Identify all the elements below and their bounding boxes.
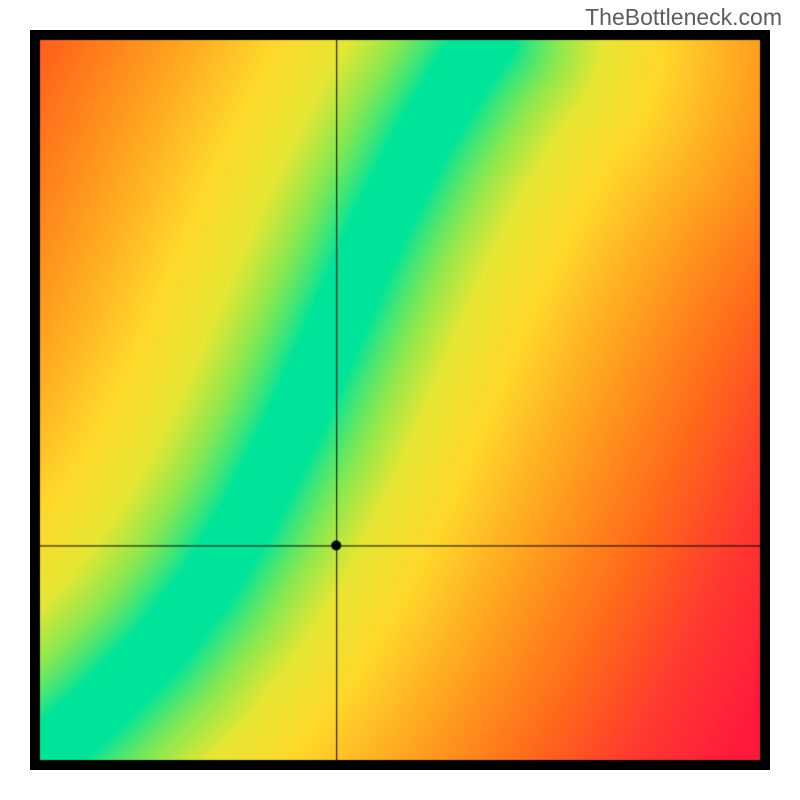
heatmap-plot: [30, 30, 770, 770]
watermark-text: TheBottleneck.com: [585, 4, 782, 31]
heatmap-canvas: [30, 30, 770, 770]
chart-container: TheBottleneck.com: [0, 0, 800, 800]
